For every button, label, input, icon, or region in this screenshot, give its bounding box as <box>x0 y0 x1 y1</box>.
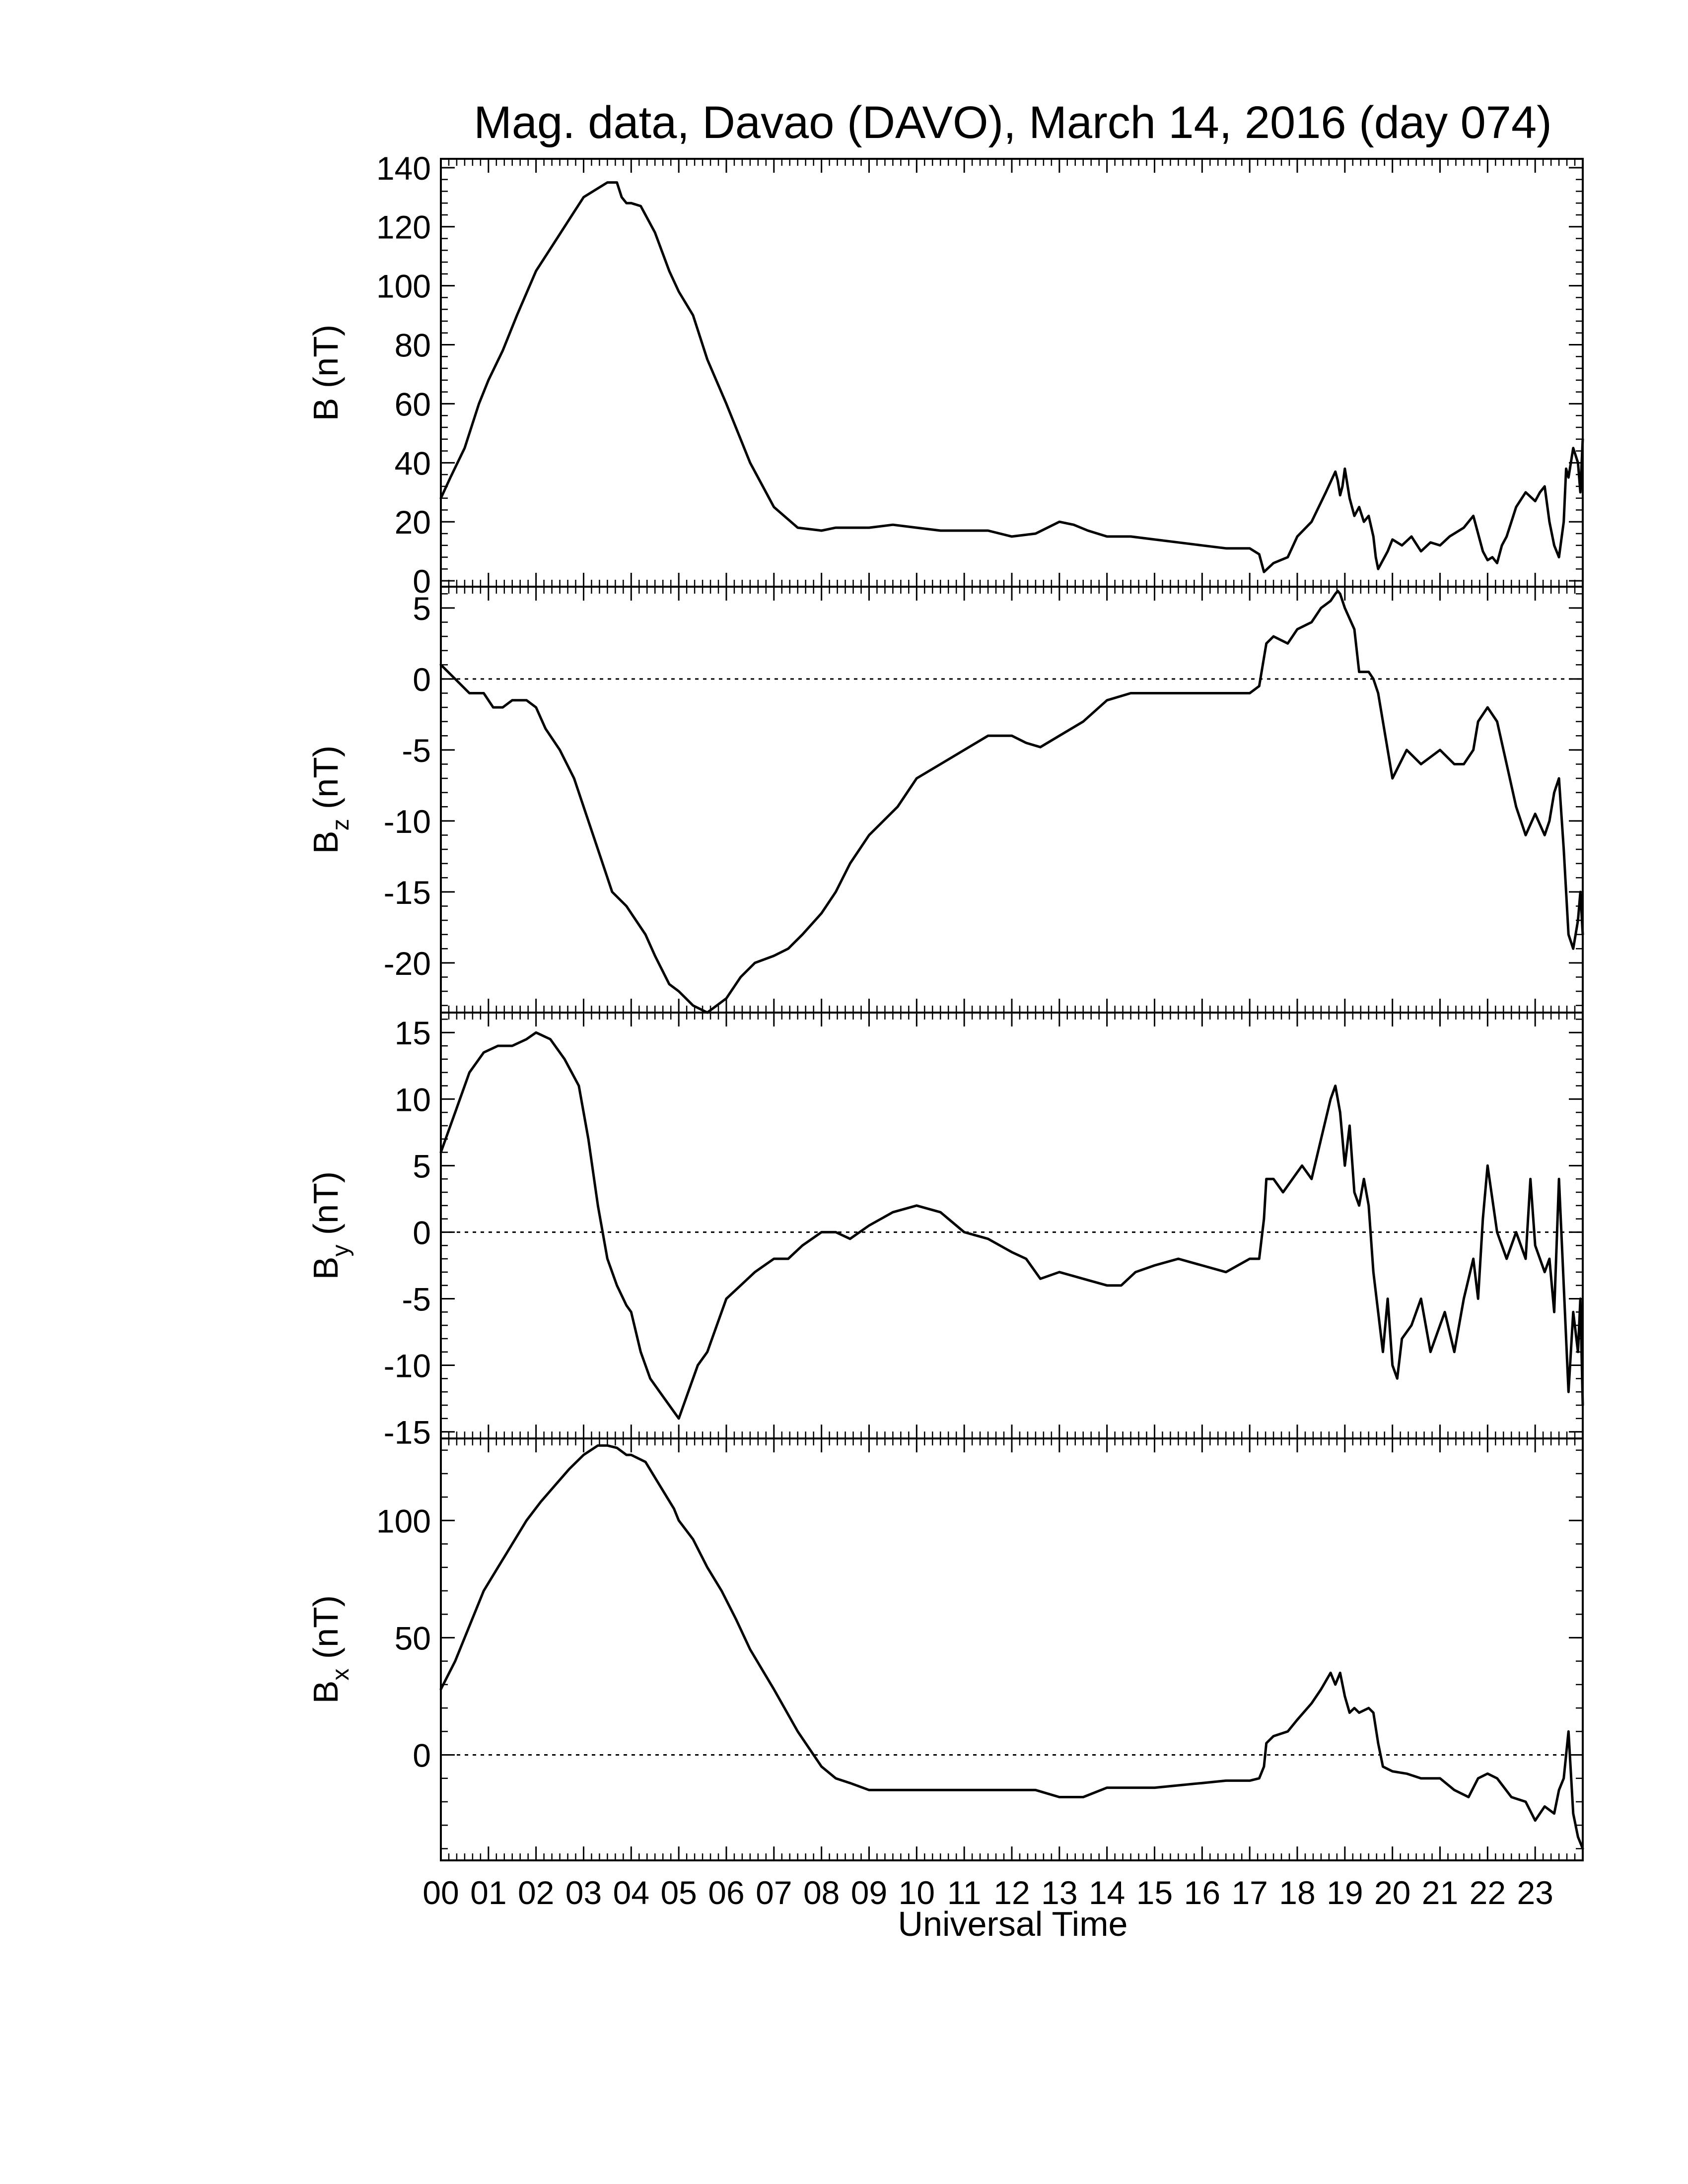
trace-By <box>439 1031 1584 1420</box>
y-axis-label-Bx: Bx (nT) <box>306 1595 354 1704</box>
trace-Bz <box>439 590 1584 1014</box>
x-tick-label: 00 <box>422 1874 459 1911</box>
panel-B: 0 20 40 60 80 100 120 140 B (nT) <box>306 150 1584 600</box>
y-tick-label: 120 <box>376 209 431 246</box>
y-tick-label: -5 <box>402 732 431 769</box>
x-tick-label: 06 <box>708 1874 744 1911</box>
y-tick-label: -10 <box>384 803 431 840</box>
y-axis-label-By: By (nT) <box>306 1171 354 1280</box>
trace-B <box>439 181 1584 573</box>
x-tick-label: 02 <box>518 1874 554 1911</box>
panel-By: -15 -10 -5 0 5 10 15 By (nT) <box>306 1012 1584 1451</box>
x-tick-label: 17 <box>1231 1874 1267 1911</box>
x-axis: 00 01 02 03 04 05 06 07 08 09 10 11 12 13 14 15 16 17 18 19… <box>422 1874 1553 1911</box>
y-tick-label: 0 <box>413 1737 431 1774</box>
chart-title: Mag. data, Davao (DAVO), March 14, 2016 … <box>474 97 1552 148</box>
x-tick-label: 16 <box>1184 1874 1220 1911</box>
y-tick-label: -20 <box>384 945 431 982</box>
y-tick-label: 100 <box>376 268 431 305</box>
x-tick-label: 22 <box>1470 1874 1506 1911</box>
y-tick-label: 10 <box>395 1081 431 1118</box>
y-tick-label: 100 <box>376 1502 431 1539</box>
x-tick-label: 11 <box>947 1874 982 1911</box>
y-tick-label: 0 <box>413 1214 431 1251</box>
x-tick-label: 09 <box>851 1874 887 1911</box>
y-axis-label-Bz: Bz (nT) <box>306 746 354 854</box>
x-tick-label: 14 <box>1089 1874 1125 1911</box>
x-tick-label: 12 <box>993 1874 1030 1911</box>
y-tick-label: -5 <box>402 1281 431 1317</box>
x-axis-label: Universal Time <box>898 1905 1128 1943</box>
panel-Bx: 0 50 100 Bx (nT) <box>306 1437 1584 1861</box>
y-tick-label: -15 <box>384 1414 431 1451</box>
y-tick-label: 0 <box>413 661 431 698</box>
x-tick-label: 19 <box>1327 1874 1363 1911</box>
y-tick-label: 60 <box>395 386 431 422</box>
plot-frame-Bx <box>440 1437 1584 1861</box>
y-tick-label: 5 <box>413 1148 431 1184</box>
x-tick-label: 15 <box>1136 1874 1173 1911</box>
x-tick-label: 10 <box>899 1874 935 1911</box>
x-tick-label: 21 <box>1422 1874 1458 1911</box>
y-tick-label: 5 <box>413 590 431 627</box>
x-tick-label: 13 <box>1041 1874 1077 1911</box>
plot-frame-Bz <box>440 586 1584 1014</box>
y-tick-label: -10 <box>384 1348 431 1384</box>
y-tick-label: 140 <box>376 150 431 187</box>
x-tick-label: 20 <box>1374 1874 1410 1911</box>
panel-Bz: -20 -15 -10 -5 0 5 Bz (nT) <box>306 586 1584 1014</box>
y-tick-label: 0 <box>413 563 431 600</box>
plot-frame-By <box>440 1012 1584 1439</box>
x-tick-label: 01 <box>470 1874 506 1911</box>
x-tick-label: 18 <box>1279 1874 1315 1911</box>
y-axis-label-B: B (nT) <box>306 325 345 421</box>
x-tick-label: 04 <box>613 1874 649 1911</box>
x-tick-label: 05 <box>660 1874 697 1911</box>
plot-frame-B <box>440 158 1584 588</box>
x-tick-label: 07 <box>756 1874 792 1911</box>
x-tick-label: 03 <box>565 1874 602 1911</box>
y-tick-label: 15 <box>395 1015 431 1051</box>
y-tick-label: 50 <box>395 1620 431 1656</box>
y-tick-label: 80 <box>395 327 431 364</box>
x-tick-label: 08 <box>803 1874 840 1911</box>
y-tick-label: 20 <box>395 504 431 541</box>
y-tick-label: 40 <box>395 445 431 481</box>
x-tick-label: 23 <box>1517 1874 1553 1911</box>
y-tick-label: -15 <box>384 874 431 911</box>
trace-Bx <box>439 1444 1584 1850</box>
